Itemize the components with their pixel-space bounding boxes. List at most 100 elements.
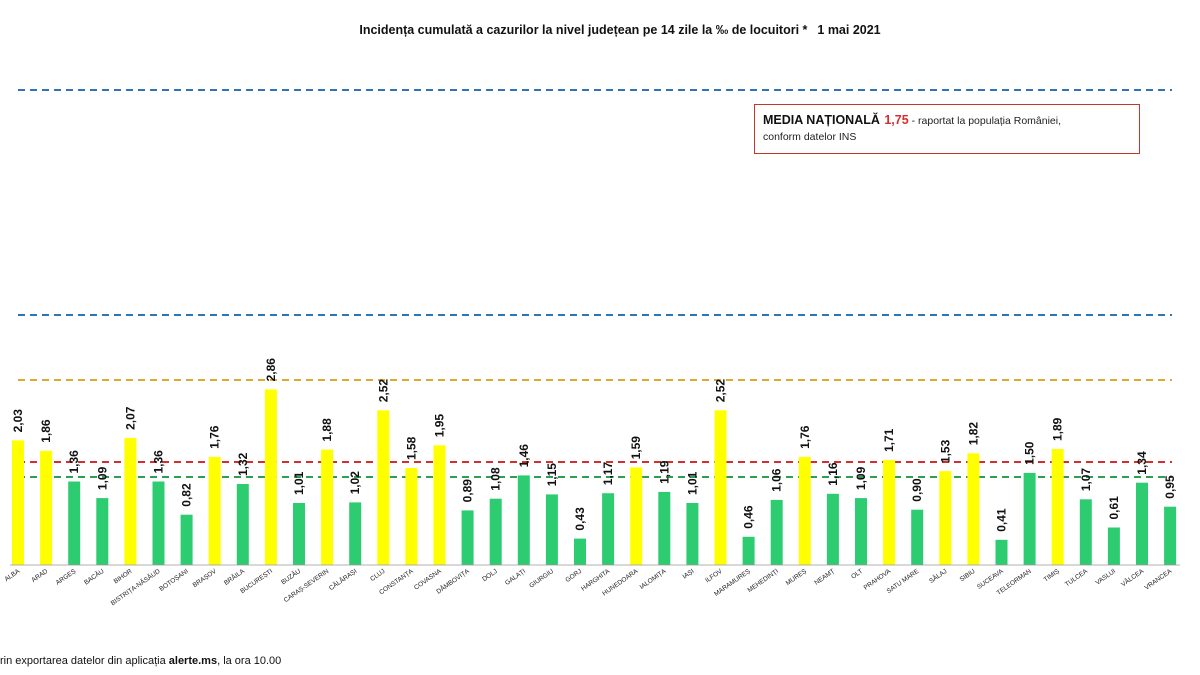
value-label-ilfov: 2,52 <box>714 379 728 403</box>
bar-argeș <box>68 481 81 565</box>
bar-arad <box>40 450 53 565</box>
bar-ialomița <box>658 491 671 565</box>
value-label-vâlcea: 1,34 <box>1135 451 1149 475</box>
bar-satu mare <box>911 509 924 565</box>
value-label-bucurești: 2,86 <box>264 358 278 382</box>
value-label-sălaj: 1,53 <box>938 439 952 463</box>
bar-ilfov <box>714 410 727 565</box>
category-label-iași: IAȘI <box>681 568 695 581</box>
bar-brașov <box>208 456 221 565</box>
national-average-source: conform datelor INS <box>763 131 857 143</box>
bar-timiș <box>1051 449 1064 565</box>
value-label-gorj: 0,43 <box>573 507 587 531</box>
value-label-iași: 1,01 <box>685 471 699 495</box>
bar-covasna <box>433 445 446 565</box>
bar-dâmbovița <box>461 510 474 565</box>
footer-note: rin exportarea datelor din aplicația ale… <box>0 655 281 667</box>
category-label-buzău: BUZĂU <box>279 566 302 586</box>
category-label-mehedinți: MEHEDINȚI <box>747 568 780 594</box>
category-label-sibiu: SIBIU <box>959 568 977 584</box>
value-label-bihor: 2,07 <box>123 406 137 430</box>
category-label-vaslui: VASLUI <box>1094 568 1117 587</box>
category-label-dolj: DOLJ <box>481 568 499 583</box>
value-label-vrancea: 0,95 <box>1163 475 1177 499</box>
bar-botoșani <box>180 514 193 565</box>
value-label-mehedinți: 1,06 <box>770 468 784 492</box>
value-label-prahova: 1,71 <box>882 428 896 452</box>
bar-bacău <box>96 498 109 565</box>
bar-brăila <box>236 484 249 565</box>
chart-title-text: Incidența cumulată a cazurilor la nivel … <box>359 23 807 37</box>
value-label-sibiu: 1,82 <box>966 422 980 446</box>
bar-gorj <box>574 538 586 565</box>
value-label-maramureș: 0,46 <box>742 505 756 529</box>
bar-sibiu <box>967 453 980 565</box>
value-labels: 2,03 1,86 1,36 1,09 2,07 1,36 0,82 1,76 1,32 2,86… <box>11 358 1177 532</box>
category-label-bacău: BACĂU <box>82 566 106 586</box>
category-label-timiș: TIMIȘ <box>1043 568 1062 584</box>
category-label-ialomița: IALOMIȚA <box>639 568 668 592</box>
national-average-value: 1,75 <box>884 113 909 127</box>
category-label-brașov: BRAȘOV <box>192 568 219 590</box>
category-label-alba: ALBA <box>4 568 22 584</box>
value-label-galați: 1,46 <box>517 444 531 468</box>
value-label-buzău: 1,01 <box>292 471 306 495</box>
category-label-vrancea: VRANCEA <box>1143 568 1173 592</box>
bar-mureș <box>798 456 811 565</box>
bar-bistrița-năsăud <box>152 481 165 565</box>
national-average-title: MEDIA NAȚIONALĂ <box>763 113 880 127</box>
category-label-tulcea: TULCEA <box>1064 568 1090 589</box>
value-label-cluj: 2,52 <box>376 379 390 403</box>
category-label-argeș: ARGEȘ <box>55 568 78 587</box>
bar-vaslui <box>1107 527 1120 565</box>
category-label-neamț: NEAMȚ <box>813 568 836 587</box>
category-label-sălaj: SĂLAJ <box>927 566 948 585</box>
value-label-bistrița-năsăud: 1,36 <box>152 450 166 474</box>
value-label-vaslui: 0,61 <box>1107 496 1121 520</box>
bar-hunedoara <box>630 467 643 565</box>
value-label-botoșani: 0,82 <box>180 483 194 507</box>
value-label-argeș: 1,36 <box>67 450 81 474</box>
category-label-bistrița-năsăud: BISTRIȚA-NĂSĂUD <box>109 566 162 607</box>
category-label-satu mare: SATU MARE <box>886 568 921 596</box>
value-label-călărași: 1,02 <box>348 471 362 495</box>
bar-alba <box>12 440 24 565</box>
bar-călărași <box>349 502 362 565</box>
bar-buzău <box>293 503 305 565</box>
category-label-gorj: GORJ <box>564 568 583 584</box>
category-label-giurgiu: GIURGIU <box>528 568 555 590</box>
bar-teleorman <box>1023 472 1036 565</box>
footer-suffix: , la ora 10.00 <box>217 655 282 667</box>
bar-bihor <box>124 437 137 565</box>
value-label-giurgiu: 1,15 <box>545 463 559 487</box>
value-label-brașov: 1,76 <box>208 425 222 449</box>
value-label-caraș-severin: 1,88 <box>320 418 334 442</box>
bar-suceava <box>995 539 1008 565</box>
value-label-covasna: 1,95 <box>433 414 447 438</box>
chart-title: Incidența cumulată a cazurilor la nivel … <box>359 23 880 37</box>
bar-galați <box>517 475 530 565</box>
value-label-hunedoara: 1,59 <box>629 436 643 460</box>
bar-caraș-severin <box>321 449 334 565</box>
value-label-mureș: 1,76 <box>798 425 812 449</box>
bar-tulcea <box>1079 499 1092 565</box>
category-label-bihor: BIHOR <box>113 568 134 586</box>
category-label-botoșani: BOTOȘANI <box>158 568 190 593</box>
category-label-arad: ARAD <box>30 568 49 584</box>
bar-vâlcea <box>1136 482 1148 565</box>
national-average-box: MEDIA NAȚIONALĂ 1,75 - raportat la popul… <box>754 104 1140 154</box>
value-label-tulcea: 1,07 <box>1079 468 1093 492</box>
bar-vrancea <box>1164 506 1177 565</box>
category-label-călărași: CĂLĂRAȘI <box>327 566 359 592</box>
category-label-olt: OLT <box>850 568 864 581</box>
footer-app: alerte.ms <box>168 655 218 667</box>
bar-bucurești <box>264 389 277 565</box>
value-label-brăila: 1,32 <box>236 452 250 476</box>
category-label-brăila: BRĂILA <box>222 566 247 587</box>
value-label-neamț: 1,16 <box>826 462 840 486</box>
value-label-teleorman: 1,50 <box>1023 441 1037 465</box>
bar-maramureș <box>742 536 755 565</box>
bar-constanța <box>405 468 418 565</box>
bar-iași <box>686 503 699 565</box>
